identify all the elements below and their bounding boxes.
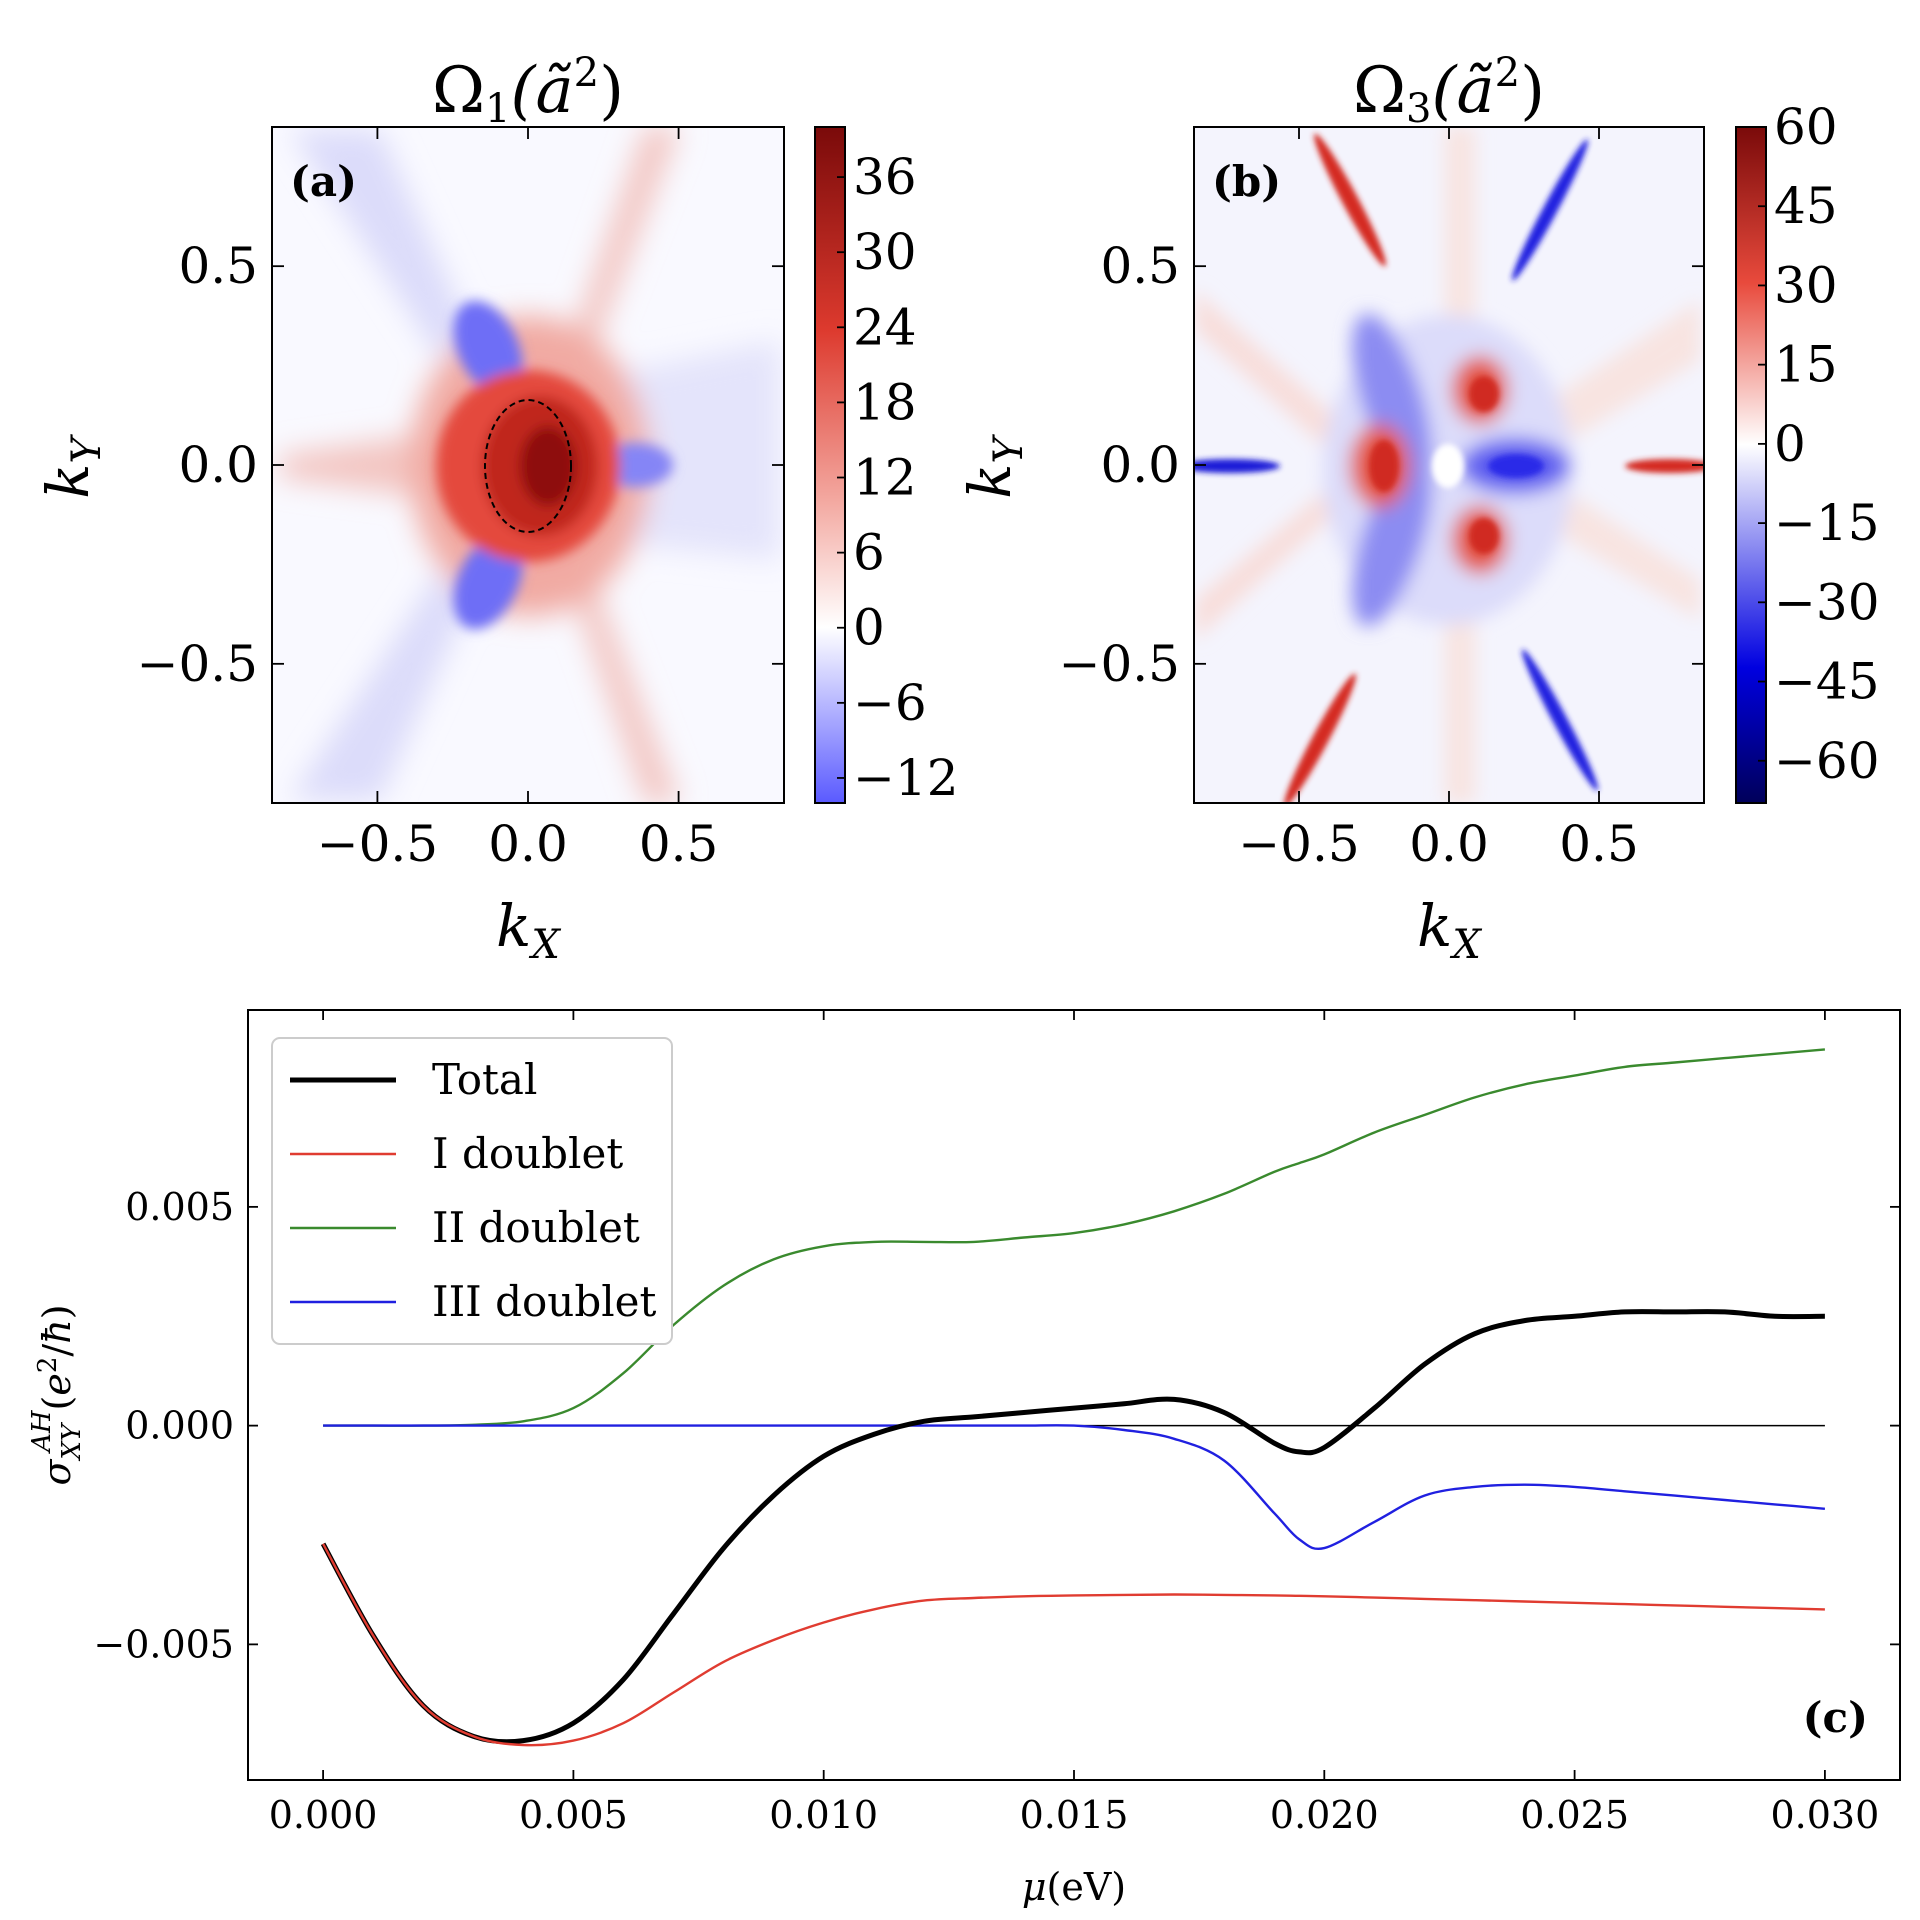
colorbar-tick-label: 6 <box>853 524 885 582</box>
colorbar-tick-label: −12 <box>853 749 959 807</box>
y-tick-label: 0.0 <box>1100 436 1180 494</box>
x-tick-label: −0.5 <box>317 815 438 873</box>
colorbar-tick-label: 12 <box>853 449 917 507</box>
panel-a-colorbar <box>815 127 845 803</box>
svg-text:Ω3(ã2): Ω3(ã2) <box>1353 50 1545 132</box>
panel-a-title-arg: (ã <box>510 54 573 128</box>
y-tick-label: 0.005 <box>125 1185 234 1229</box>
panel-b-label: (b) <box>1212 157 1281 206</box>
colorbar-tick-label: 18 <box>853 373 917 431</box>
panel-a-xticks: −0.5 0.0 0.5 <box>317 127 719 873</box>
panel-b-title-sup: 2 <box>1495 50 1520 96</box>
y-tick-label: 0.5 <box>178 237 258 295</box>
x-tick-label: −0.5 <box>1238 815 1359 873</box>
panel-b-title: Ω3(ã2) <box>1353 50 1545 132</box>
y-tick-label: −0.5 <box>1059 635 1180 693</box>
colorbar-tick-label: −15 <box>1774 494 1880 552</box>
panel-b-title-arg: (ã <box>1431 54 1494 128</box>
panel-c-legend: Total I doublet II doublet III doublet <box>271 1037 673 1345</box>
panel-a-title-close: ) <box>599 54 624 128</box>
panel-a-fermi-contour <box>484 399 572 533</box>
panel-a-yticks: 0.5 0.0 −0.5 <box>137 237 784 693</box>
y-tick-label: 0.0 <box>178 436 258 494</box>
x-tick-label: 0.015 <box>1020 1793 1129 1837</box>
x-tick-label: 0.000 <box>269 1793 378 1837</box>
panel-a-title-sub: 1 <box>485 86 510 132</box>
panel-c-label: (c) <box>1803 1693 1868 1742</box>
panel-c-series <box>320 1048 1826 1747</box>
panel-b-colorbar-ticks: 60 45 30 15 0 −15 −30 −45 −60 <box>1758 98 1880 790</box>
panel-b-heatmap <box>1194 127 1704 803</box>
y-tick-label: −0.005 <box>93 1622 234 1666</box>
x-tick-label: 0.025 <box>1520 1793 1629 1837</box>
panel-a-xlabel: kX <box>496 892 561 968</box>
colorbar-tick-label: 45 <box>1774 177 1838 235</box>
panel-b-title-main: Ω <box>1353 54 1406 128</box>
x-tick-label: 0.005 <box>519 1793 628 1837</box>
y-tick-label: 0.5 <box>1100 237 1180 295</box>
panel-c-yticks: 0.005 0.000 −0.005 <box>93 1185 1900 1666</box>
panel-b-colorbar <box>1736 127 1766 803</box>
x-tick-label: 0.0 <box>488 815 568 873</box>
panel-a-title-main: Ω <box>432 54 485 128</box>
legend-label-doublet-III: III doublet <box>432 1277 657 1326</box>
legend-label-total: Total <box>432 1055 537 1104</box>
panel-c-ylabel: σXYAH(e2/ħ) <box>27 1304 87 1485</box>
panel-a-heatmap <box>272 127 784 803</box>
x-tick-label: 0.030 <box>1771 1793 1880 1837</box>
legend-box <box>271 1037 673 1345</box>
svg-text:Ω1(ã2): Ω1(ã2) <box>432 50 624 132</box>
panel-b-xlabel: kX <box>1417 892 1482 968</box>
series-line-doublet-III <box>323 1424 1826 1550</box>
panel-c-xticks: 0.000 0.005 0.010 0.015 0.020 0.025 0.030 <box>269 1010 1880 1837</box>
colorbar-tick-label: −30 <box>1774 573 1880 631</box>
colorbar-tick-label: 0 <box>1774 415 1806 473</box>
series-line-total <box>320 1309 1825 1745</box>
colorbar-tick-label: 24 <box>853 298 917 356</box>
panel-b-xticks: −0.5 0.0 0.5 <box>1238 127 1639 873</box>
x-tick-label: 0.0 <box>1409 815 1489 873</box>
x-tick-label: 0.020 <box>1270 1793 1379 1837</box>
panel-b-title-close: ) <box>1520 54 1545 128</box>
series-line-doublet-I <box>322 1543 1825 1747</box>
colorbar-tick-label: 30 <box>853 223 917 281</box>
x-tick-label: 0.5 <box>639 815 719 873</box>
colorbar-tick-label: −45 <box>1774 653 1880 711</box>
colorbar-tick-label: −60 <box>1774 732 1880 790</box>
colorbar-tick-label: 15 <box>1774 336 1838 394</box>
panel-b-title-sub: 3 <box>1406 86 1431 132</box>
panel-a-colorbar-ticks: 36 30 24 18 12 6 0 −6 −12 <box>837 148 959 807</box>
panel-a: Ω1(ã2) <box>34 50 959 968</box>
legend-label-doublet-I: I doublet <box>432 1129 623 1178</box>
x-tick-label: 0.5 <box>1559 815 1639 873</box>
panel-c: 0.000 0.005 0.010 0.015 0.020 0.025 0.030 0.00… <box>27 1009 1901 1909</box>
panel-a-title-sup: 2 <box>574 50 599 96</box>
panel-b: Ω3(ã2) <box>956 50 1880 968</box>
panel-a-ylabel: kY <box>34 434 110 499</box>
y-tick-label: 0.000 <box>125 1404 234 1448</box>
colorbar-tick-label: 36 <box>853 148 917 206</box>
colorbar-tick-label: 60 <box>1774 98 1838 156</box>
colorbar-tick-label: 30 <box>1774 256 1838 314</box>
y-tick-label: −0.5 <box>137 635 258 693</box>
panel-c-xlabel: μ(eV) <box>1022 1865 1126 1909</box>
colorbar-tick-label: −6 <box>853 674 927 732</box>
panel-b-ylabel: kY <box>956 434 1032 499</box>
x-tick-label: 0.010 <box>769 1793 878 1837</box>
legend-label-doublet-II: II doublet <box>432 1203 640 1252</box>
series-line-doublet-II <box>323 1048 1826 1427</box>
panel-a-title: Ω1(ã2) <box>432 50 624 132</box>
colorbar-tick-label: 0 <box>853 599 885 657</box>
panel-a-label: (a) <box>290 157 357 206</box>
panel-b-yticks: 0.5 0.0 −0.5 <box>1059 237 1704 693</box>
